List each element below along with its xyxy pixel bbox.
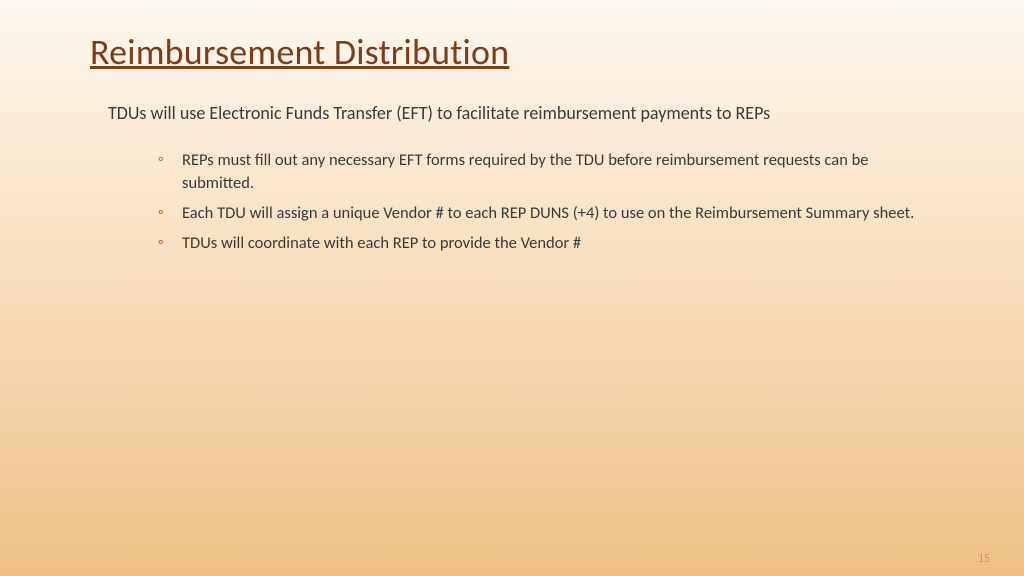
bullet-list: REPs must fill out any necessary EFT for…: [158, 149, 934, 254]
bullet-item: REPs must fill out any necessary EFT for…: [158, 149, 934, 194]
slide-title: Reimbursement Distribution: [90, 30, 934, 74]
page-number: 15: [978, 552, 990, 566]
slide-container: Reimbursement Distribution TDUs will use…: [0, 0, 1024, 576]
bullet-item: TDUs will coordinate with each REP to pr…: [158, 232, 934, 254]
slide-intro: TDUs will use Electronic Funds Transfer …: [108, 102, 934, 125]
bullet-item: Each TDU will assign a unique Vendor # t…: [158, 202, 934, 224]
